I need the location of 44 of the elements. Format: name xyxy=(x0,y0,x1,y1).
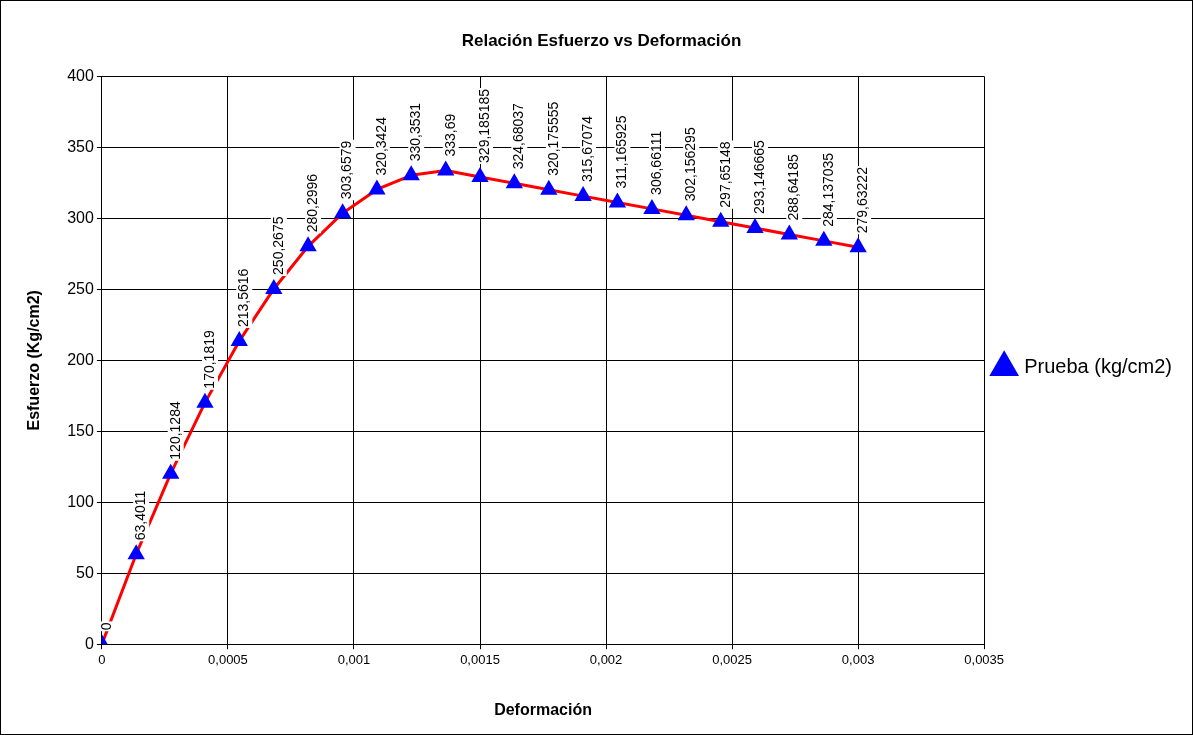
data-label: 63,4011 xyxy=(132,490,149,541)
x-tick-label: 0,003 xyxy=(841,651,875,667)
x-tick-label: 0,0035 xyxy=(964,651,1005,667)
x-tick-label: 0,0025 xyxy=(712,651,752,667)
data-label: 0 xyxy=(97,622,114,631)
data-label: 288,64185 xyxy=(785,154,802,221)
x-tick-label: 0 xyxy=(98,651,106,667)
legend-label: Prueba (kg/cm2) xyxy=(1024,355,1173,378)
data-label: 120,1284 xyxy=(166,401,183,460)
y-tick-label: 250 xyxy=(67,279,94,297)
y-tick-label: 0 xyxy=(84,634,94,652)
data-label: 311,165925 xyxy=(613,115,630,189)
y-tick-label: 300 xyxy=(67,208,94,226)
y-axis-title: Esfuerzo (Kg/cm2) xyxy=(25,290,43,431)
y-tick-label: 350 xyxy=(67,137,94,155)
x-tick-label: 0,002 xyxy=(589,651,623,667)
data-label: 329,185185 xyxy=(475,88,492,163)
data-label: 170,1819 xyxy=(200,330,217,389)
y-tick-label: 200 xyxy=(67,350,94,368)
data-label: 284,137035 xyxy=(819,152,836,227)
data-label: 280,2996 xyxy=(303,173,320,233)
data-label: 302,156295 xyxy=(682,127,699,202)
data-label: 213,5616 xyxy=(235,268,252,328)
y-tick-label: 400 xyxy=(67,66,94,84)
y-tick-label: 50 xyxy=(76,563,94,581)
chart-title: Relación Esfuerzo vs Deformación xyxy=(461,30,742,50)
data-label: 324,68037 xyxy=(510,102,527,170)
data-label: 320,175555 xyxy=(544,101,561,176)
x-tick-label: 0,0015 xyxy=(460,651,500,667)
data-label: 330,3531 xyxy=(407,102,424,162)
data-label: 315,67074 xyxy=(578,115,595,183)
y-tick-label: 150 xyxy=(67,421,94,439)
data-label: 293,146665 xyxy=(750,139,767,215)
data-label: 279,63222 xyxy=(853,166,870,234)
data-label: 297,65148 xyxy=(716,141,733,208)
x-tick-label: 0,001 xyxy=(337,651,371,667)
data-label: 320,3424 xyxy=(372,116,389,176)
x-tick-label: 0,0005 xyxy=(208,651,248,667)
data-label: 250,2675 xyxy=(269,216,286,275)
x-axis-title: Deformación xyxy=(494,700,592,718)
data-label: 333,69 xyxy=(441,113,458,157)
data-label: 303,6579 xyxy=(338,140,355,200)
y-tick-label: 100 xyxy=(67,492,94,510)
data-label: 306,66111 xyxy=(647,130,664,195)
